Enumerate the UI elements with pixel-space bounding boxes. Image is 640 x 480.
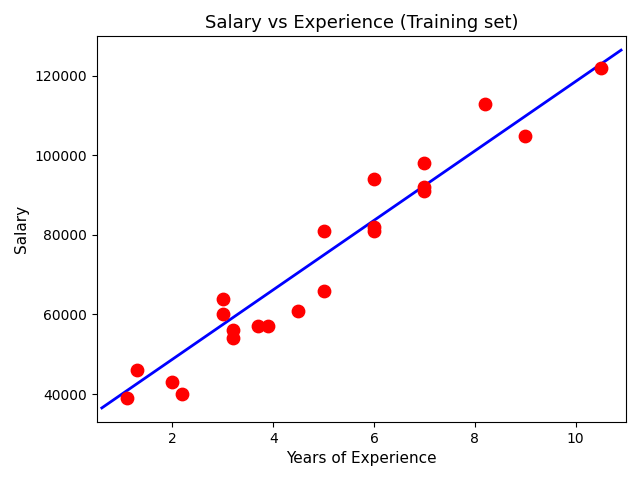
Point [419,183,429,191]
Point [369,227,379,235]
Point [480,100,490,108]
Point [122,394,132,402]
Title: Salary vs Experience (Training set): Salary vs Experience (Training set) [205,14,518,32]
Point [369,176,379,183]
Y-axis label: Salary: Salary [14,205,29,253]
Point [293,307,303,314]
Point [419,159,429,167]
Point [132,366,142,374]
Point [369,223,379,231]
Point [218,295,228,302]
Point [596,64,606,72]
X-axis label: Years of Experience: Years of Experience [286,451,436,466]
Point [218,311,228,318]
Point [253,323,263,330]
Point [177,390,188,398]
Point [319,287,329,295]
Point [520,132,531,140]
Point [228,335,238,342]
Point [263,323,273,330]
Point [419,187,429,195]
Point [167,378,177,386]
Point [319,227,329,235]
Point [228,326,238,334]
